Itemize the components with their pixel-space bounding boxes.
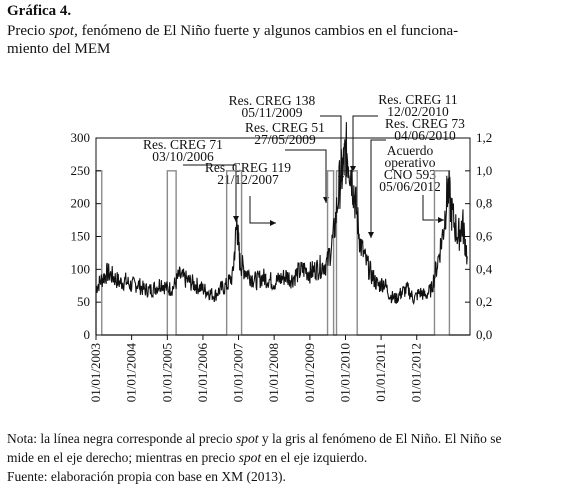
- y-left-tick-label: 50: [77, 294, 90, 309]
- y-left-tick-label: 300: [71, 130, 91, 145]
- chart-title: Precio spot, fenómeno de El Niño fuerte …: [7, 22, 567, 58]
- annotation-label: Res. CREG 73 04/06/2010: [385, 116, 465, 143]
- axes-layer: 0 50 100 150 200 250 300 0,0 0,2 0,4 0,6 0,8 1,0 1,2 0…: [71, 130, 493, 402]
- note-line-2: mide en el eje derecho; mientras en prec…: [7, 449, 572, 467]
- annotation-arrowhead: [438, 217, 444, 223]
- y-right-tick-label: 0,0: [476, 327, 492, 342]
- annotation-label-line: 05/11/2009: [241, 105, 302, 120]
- annotation-leader: [352, 115, 378, 172]
- annotation-label-line: CNO 593: [384, 167, 436, 182]
- annotation-label-line: Acuerdo: [387, 143, 434, 158]
- annotation-label-line: 04/06/2010: [394, 128, 456, 143]
- y-right-tick-label: 0,2: [476, 294, 492, 309]
- el-nino-series: [95, 170, 470, 336]
- annotation-label-line: Res. CREG 73: [385, 116, 465, 131]
- annotation-label: Res. CREG 119 21/12/2007: [205, 160, 291, 187]
- y-right-tick-label: 0,6: [476, 229, 493, 244]
- annotation-leader: [422, 195, 444, 221]
- note1-a: Nota: la línea negra corresponde al prec…: [7, 431, 237, 446]
- y-right-tick-label: 1,0: [476, 163, 492, 178]
- x-tick-label: 01/01/2012: [409, 343, 424, 402]
- note2-b: en el eje izquierdo.: [261, 450, 368, 465]
- x-tick-label: 01/01/2007: [231, 343, 246, 403]
- annotation-leader: [285, 149, 327, 203]
- annotation-leader: [370, 139, 386, 238]
- annotation-arrowhead: [233, 216, 239, 222]
- annotation-label-line: operativo: [385, 155, 436, 170]
- annotation-label-line: Res. CREG 51: [245, 120, 325, 135]
- caption-part1: Precio: [7, 23, 50, 39]
- annotation-label: Acuerdo operativo CNO 593 05/06/2012: [379, 143, 441, 194]
- y-left-tick-label: 150: [71, 229, 91, 244]
- annotation-label: Res. CREG 138 05/11/2009: [229, 93, 316, 120]
- note2-italic: spot: [238, 450, 262, 465]
- caption-part2: , fenómeno de El Niño fuerte y algunos c…: [74, 23, 459, 39]
- annotation-leader: [183, 164, 237, 222]
- annotation-label-line: Res. CREG 71: [143, 137, 223, 152]
- annotation-label-line: 05/06/2012: [379, 179, 441, 194]
- annotation-label-line: 03/10/2006: [152, 149, 214, 164]
- annotation-arrowhead: [270, 220, 276, 226]
- caption-italic: spot: [49, 23, 75, 39]
- annotation-arrowhead: [368, 232, 374, 238]
- annotation-label: Res. CREG 51 27/05/2009: [245, 120, 325, 147]
- annotation-label: Res. CREG 11 12/02/2010: [378, 92, 457, 119]
- note1-italic: spot: [236, 431, 259, 446]
- source-note: Fuente: elaboración propia con base en X…: [7, 469, 286, 484]
- y-left-tick-label: 200: [71, 196, 91, 211]
- x-tick-label: 01/01/2010: [337, 343, 352, 402]
- y-right-tick-label: 0,8: [476, 196, 492, 211]
- y-left-tick-label: 0: [84, 327, 91, 342]
- annotation-label: Res. CREG 71 03/10/2006: [143, 137, 223, 164]
- x-tick-label: 01/01/2009: [302, 343, 317, 402]
- caption-line2: miento del MEM: [7, 41, 111, 57]
- spot-price-series: [95, 122, 468, 305]
- note1-b: y la gris al fenómeno de El Niño. El Niñ…: [258, 431, 502, 446]
- annotation-label-line: Res. CREG 11: [378, 92, 457, 107]
- x-tick-label: 01/01/2008: [266, 343, 281, 402]
- y-right-tick-label: 0,4: [476, 261, 493, 276]
- annotation-label-line: 27/05/2009: [254, 132, 316, 147]
- y-left-tick-label: 250: [71, 163, 91, 178]
- x-tick-label: 01/01/2003: [88, 343, 103, 402]
- spot-price-line: [95, 122, 468, 305]
- y-right-tick-label: 1,2: [476, 130, 492, 145]
- x-tick-label: 01/01/2011: [373, 343, 388, 402]
- note2-a: mide en el eje derecho; mientras en prec…: [7, 450, 239, 465]
- annotation-label-line: 12/02/2010: [387, 104, 449, 119]
- figure-label: Gráfica 4.: [7, 3, 72, 19]
- el-nino-step-line: [95, 170, 470, 336]
- annotation-label-line: 21/12/2007: [217, 172, 279, 187]
- y-left-tick-label: 100: [71, 261, 91, 276]
- x-tick-label: 01/01/2005: [159, 343, 174, 402]
- note-line-1: Nota: la línea negra corresponde al prec…: [7, 430, 572, 448]
- x-tick-label: 01/01/2006: [195, 343, 210, 403]
- annotation-label-line: Res. CREG 138: [229, 93, 316, 108]
- annotation-leader: [249, 196, 276, 224]
- x-tick-label: 01/01/2004: [124, 343, 139, 403]
